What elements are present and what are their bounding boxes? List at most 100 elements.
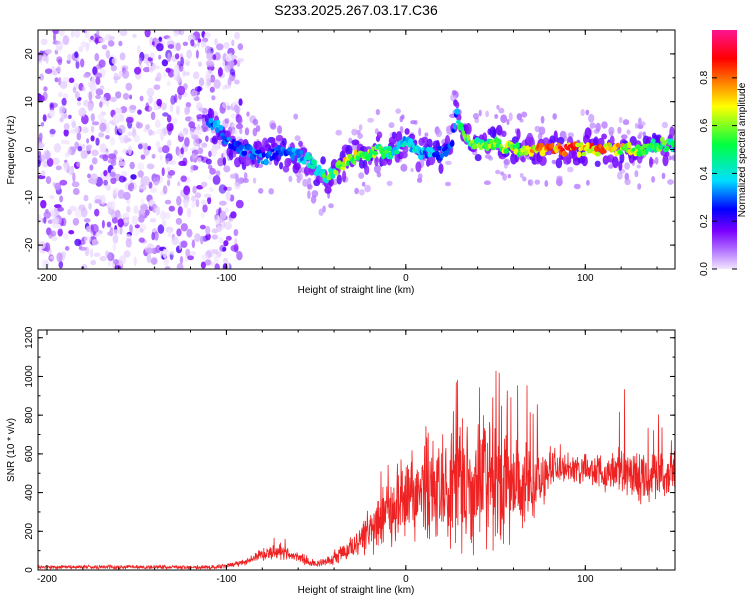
noise-blob bbox=[90, 125, 95, 133]
noise-blob bbox=[118, 156, 123, 162]
noise-blob bbox=[198, 61, 202, 67]
noise-blob bbox=[224, 207, 229, 213]
sidelobe-blob bbox=[223, 165, 231, 173]
sidelobe-blob bbox=[551, 159, 556, 164]
ridge-halo bbox=[465, 122, 472, 135]
noise-blob bbox=[68, 230, 75, 235]
ridge-halo bbox=[664, 151, 670, 158]
noise-blob bbox=[201, 142, 208, 148]
sidelobe-blob bbox=[500, 114, 508, 123]
noise-blob bbox=[110, 64, 117, 72]
noise-blob bbox=[80, 58, 85, 68]
noise-blob bbox=[176, 76, 182, 83]
noise-blob bbox=[40, 170, 46, 177]
noise-blob bbox=[49, 102, 54, 109]
noise-blob bbox=[175, 105, 180, 116]
y-tick-label: 200 bbox=[24, 523, 35, 540]
noise-blob bbox=[54, 182, 62, 191]
sidelobe-blob bbox=[418, 127, 422, 137]
colorbar-tick-label: 0.2 bbox=[699, 214, 710, 228]
sidelobe-blob bbox=[661, 121, 669, 129]
noise-blob bbox=[86, 42, 90, 48]
sidelobe-blob bbox=[386, 180, 393, 187]
ridge-core bbox=[446, 148, 451, 154]
noise-blob bbox=[237, 43, 244, 51]
ridge-core bbox=[220, 135, 227, 140]
sidelobe-blob bbox=[668, 155, 673, 161]
ridge-core bbox=[437, 145, 442, 151]
ridge-halo bbox=[342, 170, 347, 183]
sidelobe-blob bbox=[277, 125, 283, 135]
noise-blob bbox=[46, 157, 54, 167]
noise-blob bbox=[56, 64, 62, 73]
ridge-core bbox=[576, 151, 582, 158]
sidelobe-blob bbox=[573, 183, 581, 190]
noise-blob bbox=[91, 121, 100, 126]
noise-blob bbox=[180, 147, 184, 155]
noise-blob bbox=[64, 246, 70, 251]
ridge-halo bbox=[402, 145, 409, 154]
sidelobe-blob bbox=[534, 125, 541, 133]
sidelobe-blob bbox=[244, 127, 250, 136]
sidelobe-blob bbox=[521, 111, 528, 118]
noise-blob bbox=[214, 38, 218, 46]
noise-blob bbox=[194, 233, 201, 243]
noise-blob bbox=[137, 162, 145, 171]
noise-blob bbox=[45, 208, 49, 215]
noise-blob bbox=[138, 237, 145, 243]
noise-blob bbox=[212, 249, 219, 254]
ridge-halo bbox=[601, 133, 607, 140]
noise-blob bbox=[167, 169, 176, 176]
noise-blob bbox=[205, 225, 211, 235]
noise-blob bbox=[164, 212, 171, 220]
noise-blob bbox=[226, 186, 232, 192]
ridge-halo bbox=[609, 135, 615, 146]
noise-blob bbox=[183, 185, 191, 196]
noise-blob bbox=[216, 225, 224, 232]
sidelobe-blob bbox=[424, 132, 429, 137]
sidelobe-blob bbox=[556, 175, 563, 180]
noise-blob bbox=[76, 132, 82, 141]
noise-blob bbox=[212, 54, 217, 61]
ridge-core bbox=[515, 142, 520, 149]
sidelobe-blob bbox=[618, 116, 623, 124]
sidelobe-blob bbox=[399, 126, 404, 134]
snr-frame bbox=[37, 329, 676, 571]
noise-blob bbox=[110, 96, 117, 103]
noise-blob bbox=[43, 150, 51, 160]
noise-blob bbox=[120, 106, 128, 114]
noise-blob bbox=[157, 224, 165, 234]
sidelobe-blob bbox=[451, 89, 457, 96]
noise-blob bbox=[158, 54, 162, 60]
sidelobe-blob bbox=[544, 180, 549, 187]
noise-blob bbox=[201, 40, 207, 48]
noise-blob bbox=[90, 223, 99, 234]
noise-blob bbox=[74, 91, 80, 99]
noise-blob bbox=[190, 89, 198, 99]
sidelobe-blob bbox=[361, 181, 366, 187]
noise-blob bbox=[108, 35, 115, 41]
colorbar-gradient bbox=[712, 30, 737, 269]
noise-blob bbox=[129, 182, 135, 190]
noise-blob bbox=[58, 91, 63, 98]
noise-blob bbox=[99, 101, 103, 108]
noise-blob bbox=[98, 37, 106, 43]
noise-blob bbox=[63, 123, 70, 131]
noise-blob bbox=[81, 207, 88, 218]
noise-blob bbox=[176, 228, 182, 237]
noise-blob bbox=[137, 170, 144, 178]
noise-blob bbox=[126, 205, 131, 213]
sidelobe-blob bbox=[328, 203, 334, 209]
x-tick-label: -200 bbox=[37, 273, 57, 284]
noise-blob bbox=[154, 76, 160, 82]
noise-blob bbox=[51, 216, 60, 225]
sidelobe-blob bbox=[335, 129, 343, 136]
noise-blob bbox=[109, 171, 117, 177]
noise-blob bbox=[56, 252, 63, 263]
noise-blob bbox=[146, 163, 155, 170]
ridge-halo bbox=[516, 128, 521, 140]
noise-blob bbox=[180, 240, 188, 248]
noise-blob bbox=[113, 72, 119, 78]
noise-blob bbox=[175, 217, 183, 225]
spectrogram-xlabel: Height of straight line (km) bbox=[298, 285, 415, 296]
